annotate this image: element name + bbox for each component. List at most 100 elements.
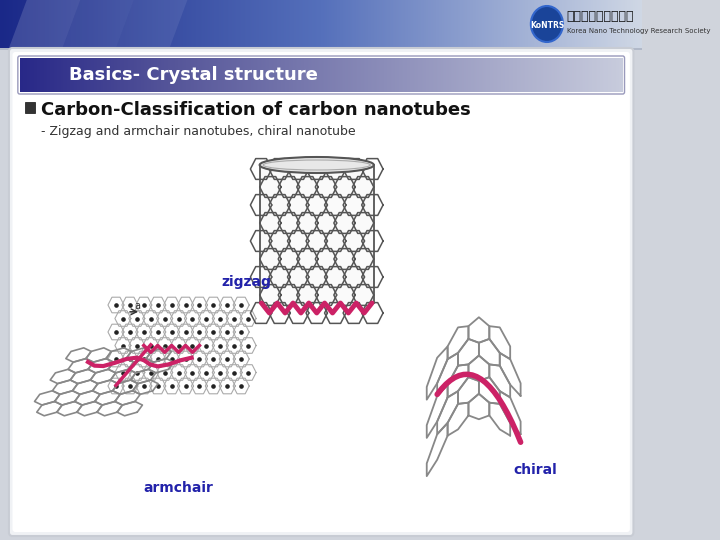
Bar [554,0,555,48]
Bar [564,0,566,48]
Bar [0,48,642,50]
Bar [248,58,249,92]
Bar [464,0,465,48]
Bar [76,58,77,92]
Bar [30,0,31,48]
Bar [542,58,544,92]
Bar [66,0,67,48]
Bar [439,58,440,92]
Bar [578,0,579,48]
Bar [415,0,417,48]
Bar [51,58,52,92]
Bar [46,0,48,48]
Bar [504,58,505,92]
Bar [139,58,140,92]
Bar [222,58,223,92]
Bar [213,0,214,48]
Bar [374,0,376,48]
Bar [312,58,313,92]
Bar [93,58,94,92]
Bar [55,58,56,92]
Bar [194,58,195,92]
Bar [392,58,393,92]
Bar [530,58,531,92]
Bar [456,0,458,48]
Bar [70,58,71,92]
Bar [398,0,399,48]
Bar [536,0,537,48]
Bar [419,58,420,92]
Bar [357,58,358,92]
Bar [560,58,561,92]
Bar [600,58,601,92]
Bar [3,0,4,48]
Bar [283,58,284,92]
Bar [593,58,594,92]
Bar [264,58,265,92]
Bar [231,0,232,48]
Bar [82,0,83,48]
Bar [626,0,627,48]
Text: Basics- Crystal structure: Basics- Crystal structure [68,66,318,84]
Bar [564,58,566,92]
Bar [437,0,438,48]
Bar [127,0,128,48]
Bar [400,0,402,48]
Bar [396,0,397,48]
Bar [310,58,311,92]
Bar [236,58,238,92]
Bar [546,58,547,92]
Bar [403,0,404,48]
Bar [109,0,111,48]
Bar [440,58,441,92]
Bar [27,58,29,92]
Bar [261,0,262,48]
Bar [67,58,68,92]
Bar [409,0,410,48]
Bar [585,58,586,92]
Bar [418,58,419,92]
Bar [440,0,441,48]
Bar [581,0,582,48]
Bar [179,0,180,48]
Bar [573,58,574,92]
Bar [108,58,109,92]
Bar [243,0,245,48]
Bar [374,58,376,92]
Bar [587,0,588,48]
Bar [294,58,295,92]
Bar [615,0,616,48]
Bar [274,0,275,48]
Bar [258,58,260,92]
Bar [159,58,160,92]
Bar [128,0,130,48]
Bar [133,0,134,48]
Bar [393,58,395,92]
Bar [206,58,207,92]
Bar [611,58,612,92]
Bar [84,0,85,48]
Bar [194,0,195,48]
Bar [260,163,374,303]
Bar [123,0,124,48]
Bar [122,58,123,92]
Bar [257,0,258,48]
Bar [330,58,331,92]
Bar [23,0,24,48]
Bar [134,0,135,48]
Bar [384,58,385,92]
Bar [114,58,115,92]
Bar [63,58,64,92]
Bar [265,0,266,48]
Bar [202,0,204,48]
Bar [395,0,396,48]
Bar [490,58,491,92]
Bar [534,58,535,92]
Bar [214,58,215,92]
Bar [462,0,463,48]
Bar [276,0,277,48]
Bar [52,0,53,48]
Bar [532,58,533,92]
Bar [134,58,135,92]
Bar [71,58,72,92]
